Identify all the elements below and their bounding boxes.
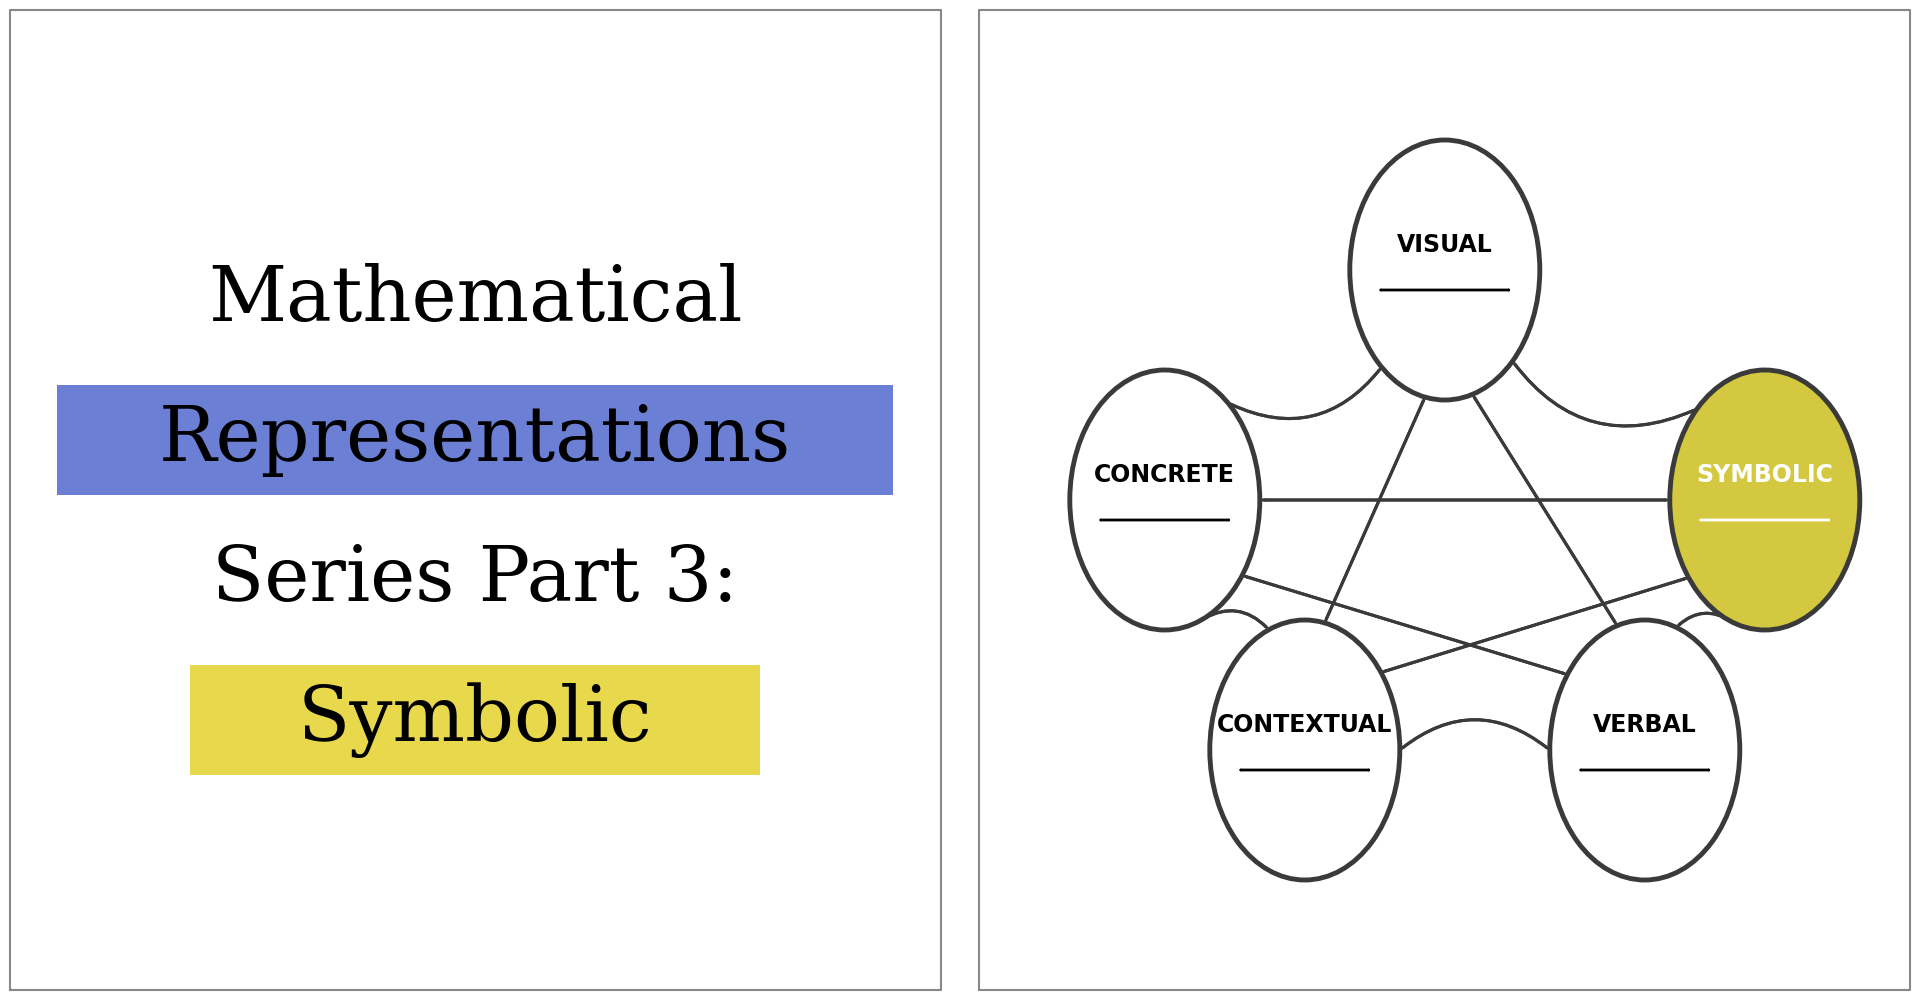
FancyArrowPatch shape (1204, 611, 1265, 626)
FancyArrowPatch shape (1244, 576, 1563, 673)
FancyBboxPatch shape (58, 385, 893, 495)
FancyArrowPatch shape (1327, 400, 1425, 619)
Ellipse shape (1210, 620, 1400, 880)
Text: VISUAL: VISUAL (1398, 233, 1492, 257)
Text: Symbolic: Symbolic (298, 682, 653, 758)
FancyArrowPatch shape (1515, 363, 1693, 426)
FancyArrowPatch shape (1231, 371, 1379, 419)
Ellipse shape (1670, 370, 1860, 630)
FancyArrowPatch shape (1680, 613, 1732, 624)
Text: Series Part 3:: Series Part 3: (211, 543, 739, 617)
Text: SYMBOLIC: SYMBOLIC (1697, 463, 1834, 487)
Ellipse shape (1350, 140, 1540, 400)
FancyArrowPatch shape (1402, 720, 1546, 748)
Ellipse shape (1549, 620, 1740, 880)
Ellipse shape (1069, 370, 1260, 630)
Text: Representations: Representations (159, 403, 791, 477)
FancyBboxPatch shape (190, 665, 760, 775)
FancyArrowPatch shape (1246, 577, 1565, 674)
FancyArrowPatch shape (1325, 401, 1423, 620)
Text: CONCRETE: CONCRETE (1094, 463, 1235, 487)
Text: CONTEXTUAL: CONTEXTUAL (1217, 713, 1392, 737)
FancyArrowPatch shape (1404, 720, 1548, 748)
FancyArrowPatch shape (1204, 611, 1267, 628)
Text: Mathematical: Mathematical (207, 263, 743, 337)
Text: VERBAL: VERBAL (1594, 713, 1697, 737)
FancyArrowPatch shape (1475, 398, 1615, 623)
FancyArrowPatch shape (1515, 365, 1695, 426)
FancyArrowPatch shape (1233, 369, 1380, 419)
FancyArrowPatch shape (1384, 579, 1684, 672)
FancyArrowPatch shape (1475, 397, 1615, 622)
FancyArrowPatch shape (1386, 578, 1686, 671)
FancyArrowPatch shape (1678, 613, 1730, 625)
